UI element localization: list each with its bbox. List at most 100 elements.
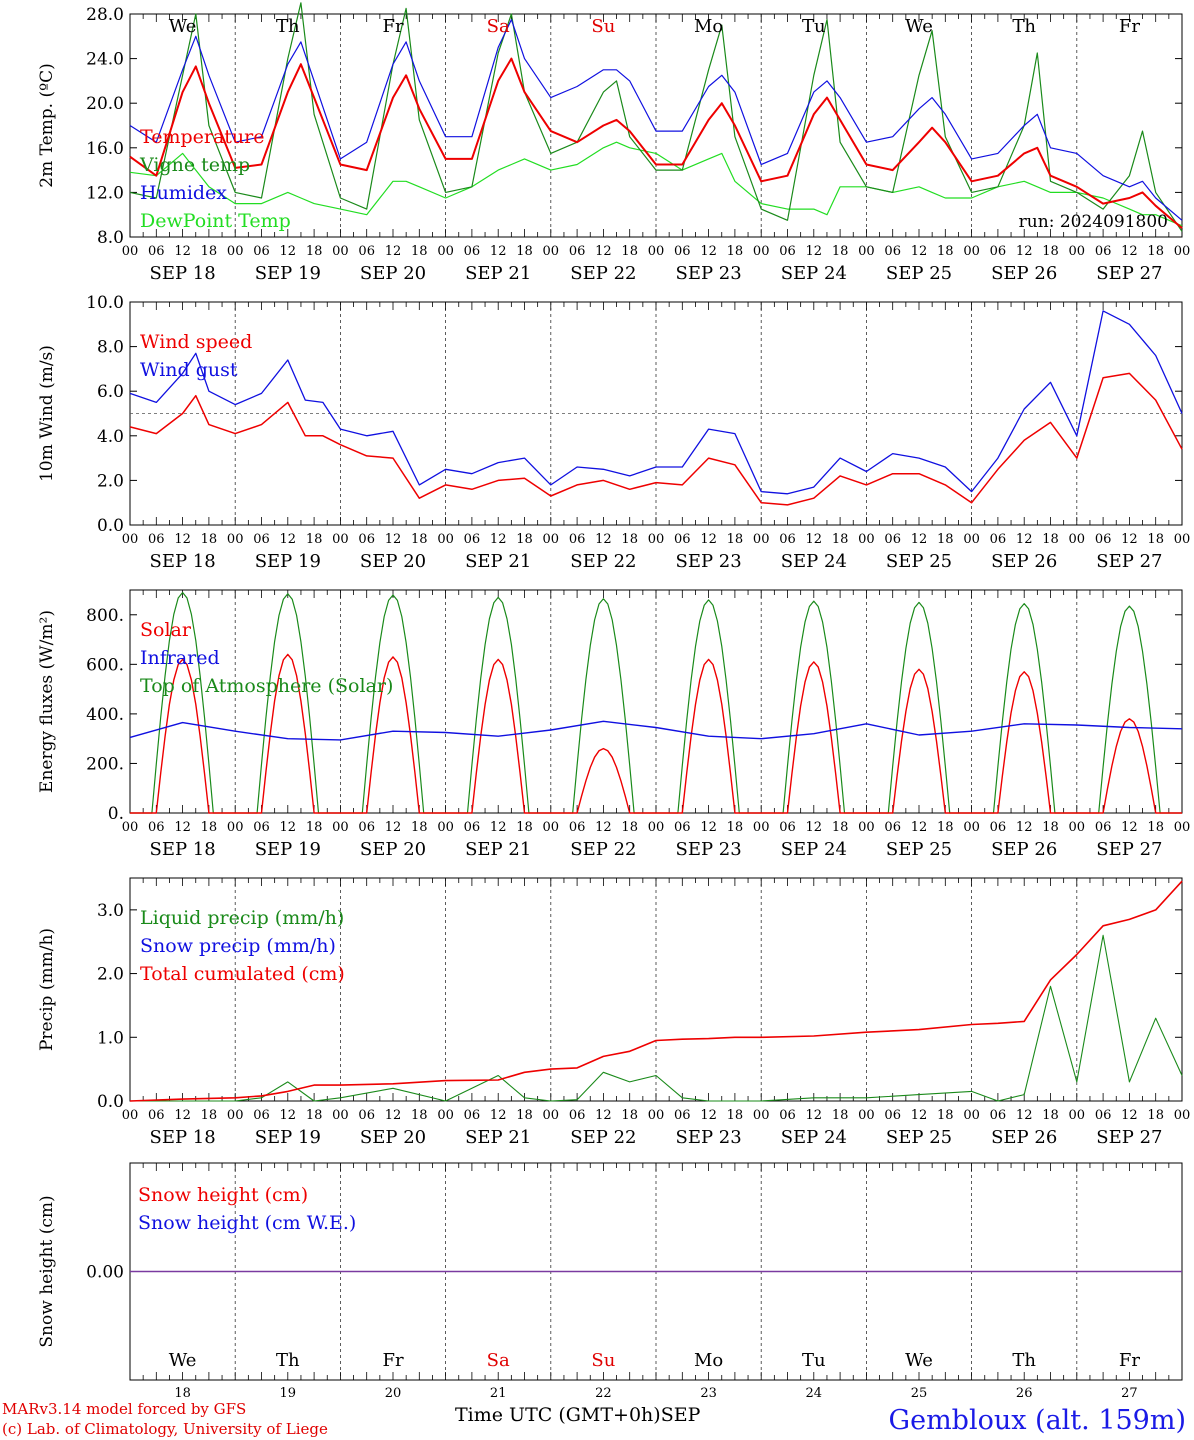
hour-tick-label: 00 — [543, 820, 560, 835]
hour-tick-label: 18 — [516, 244, 533, 259]
hour-tick-label: 06 — [674, 820, 691, 835]
hour-tick-label: 00 — [227, 532, 244, 547]
hour-tick-label: 12 — [1016, 532, 1033, 547]
y-axis-label: Snow height (cm) — [37, 1195, 57, 1347]
model-credit: MARv3.14 model forced by GFS — [2, 1400, 247, 1418]
hour-tick-label: 06 — [148, 1108, 165, 1123]
day-label: SEP 22 — [570, 551, 636, 572]
hour-tick-label: 00 — [227, 820, 244, 835]
hour-tick-label: 18 — [832, 1108, 849, 1123]
hour-tick-label: 06 — [358, 244, 375, 259]
weekday-label: Th — [1012, 1350, 1036, 1371]
y-tick-label: 8.0 — [97, 338, 124, 358]
hour-tick-label: 00 — [437, 820, 454, 835]
hour-tick-label: 12 — [700, 244, 717, 259]
hour-tick-label: 00 — [753, 244, 770, 259]
hour-tick-label: 18 — [201, 532, 218, 547]
hour-tick-label: 06 — [253, 1108, 270, 1123]
hour-tick-label: 12 — [1016, 244, 1033, 259]
hour-tick-label: 06 — [464, 532, 481, 547]
day-label: SEP 24 — [781, 839, 847, 860]
hour-tick-label: 06 — [1095, 532, 1112, 547]
day-label: SEP 18 — [149, 839, 215, 860]
legend-label: Humidex — [140, 182, 227, 204]
hour-tick-label: 18 — [937, 1108, 954, 1123]
hour-tick-label: 18 — [306, 820, 323, 835]
day-label: SEP 22 — [570, 839, 636, 860]
hour-tick-label: 18 — [832, 532, 849, 547]
legend-label: Infrared — [140, 647, 220, 669]
y-tick-label: 0.0 — [97, 1092, 124, 1112]
weekday-label: Th — [276, 16, 300, 37]
hour-tick-label: 06 — [569, 532, 586, 547]
hour-tick-label: 12 — [911, 532, 928, 547]
weekday-label: Fr — [382, 16, 403, 37]
y-axis-label: 10m Wind (m/s) — [37, 345, 57, 482]
hour-tick-label: 12 — [1121, 1108, 1138, 1123]
y-axis-label: 2m Temp. (ºC) — [37, 63, 57, 188]
solar-line — [130, 653, 1182, 814]
day-label: SEP 22 — [570, 263, 636, 284]
hour-tick-label: 00 — [543, 1108, 560, 1123]
y-tick-label: 2.0 — [97, 471, 124, 491]
hour-tick-label: 06 — [779, 820, 796, 835]
y-tick-label: 20.0 — [86, 94, 124, 114]
hour-tick-label: 12 — [700, 532, 717, 547]
day-label: SEP 26 — [991, 1127, 1057, 1148]
day-number-label: 22 — [595, 1386, 612, 1401]
hour-tick-label: 18 — [937, 532, 954, 547]
hour-tick-label: 12 — [1121, 532, 1138, 547]
day-label: SEP 23 — [675, 1127, 741, 1148]
day-label: SEP 24 — [781, 263, 847, 284]
hour-tick-label: 06 — [148, 244, 165, 259]
hour-tick-label: 00 — [963, 820, 980, 835]
hour-tick-label: 12 — [806, 532, 823, 547]
temp-series-line — [129, 57, 1183, 229]
hour-tick-label: 00 — [543, 244, 560, 259]
hour-tick-label: 18 — [1147, 244, 1164, 259]
hour-tick-label: 00 — [543, 532, 560, 547]
hour-tick-label: 06 — [990, 244, 1007, 259]
hour-tick-label: 18 — [306, 532, 323, 547]
weekday-label: We — [905, 1350, 933, 1371]
hour-tick-label: 18 — [1147, 532, 1164, 547]
day-number-label: 20 — [385, 1386, 402, 1401]
hour-tick-label: 00 — [753, 532, 770, 547]
weekday-label: We — [905, 16, 933, 37]
day-label: SEP 20 — [360, 551, 426, 572]
wind-gust-line — [129, 310, 1183, 495]
legend-label: Temperature — [140, 126, 264, 148]
weekday-label: Fr — [1119, 1350, 1140, 1371]
toa-solar-line — [130, 591, 1182, 814]
hour-tick-label: 18 — [201, 1108, 218, 1123]
hour-tick-label: 18 — [727, 244, 744, 259]
run-label: run: 2024091800 — [1019, 212, 1168, 232]
legend-label: DewPoint Temp — [140, 210, 291, 232]
hour-tick-label: 12 — [595, 244, 612, 259]
hour-tick-label: 00 — [1069, 244, 1086, 259]
day-label: SEP 25 — [886, 839, 952, 860]
hour-tick-label: 06 — [990, 532, 1007, 547]
day-label: SEP 24 — [781, 1127, 847, 1148]
legend-label: Snow height (cm) — [138, 1184, 308, 1206]
legend-label: Solar — [140, 619, 192, 641]
hour-tick-label: 06 — [779, 532, 796, 547]
hour-tick-label: 00 — [1174, 532, 1191, 547]
panel-frame — [129, 589, 1183, 814]
day-number-label: 25 — [911, 1386, 928, 1401]
day-number-label: 26 — [1016, 1386, 1033, 1401]
hour-tick-label: 00 — [648, 820, 665, 835]
hour-tick-label: 06 — [358, 532, 375, 547]
hour-tick-label: 12 — [280, 244, 297, 259]
hour-tick-label: 00 — [963, 1108, 980, 1123]
hour-tick-label: 12 — [1016, 1108, 1033, 1123]
hour-tick-label: 06 — [674, 532, 691, 547]
day-label: SEP 20 — [360, 1127, 426, 1148]
hour-tick-label: 18 — [516, 820, 533, 835]
day-number-label: 27 — [1121, 1386, 1138, 1401]
weekday-label: Th — [276, 1350, 300, 1371]
day-label: SEP 20 — [360, 263, 426, 284]
hour-tick-label: 18 — [727, 820, 744, 835]
hour-tick-label: 12 — [174, 244, 191, 259]
hour-tick-label: 12 — [174, 1108, 191, 1123]
